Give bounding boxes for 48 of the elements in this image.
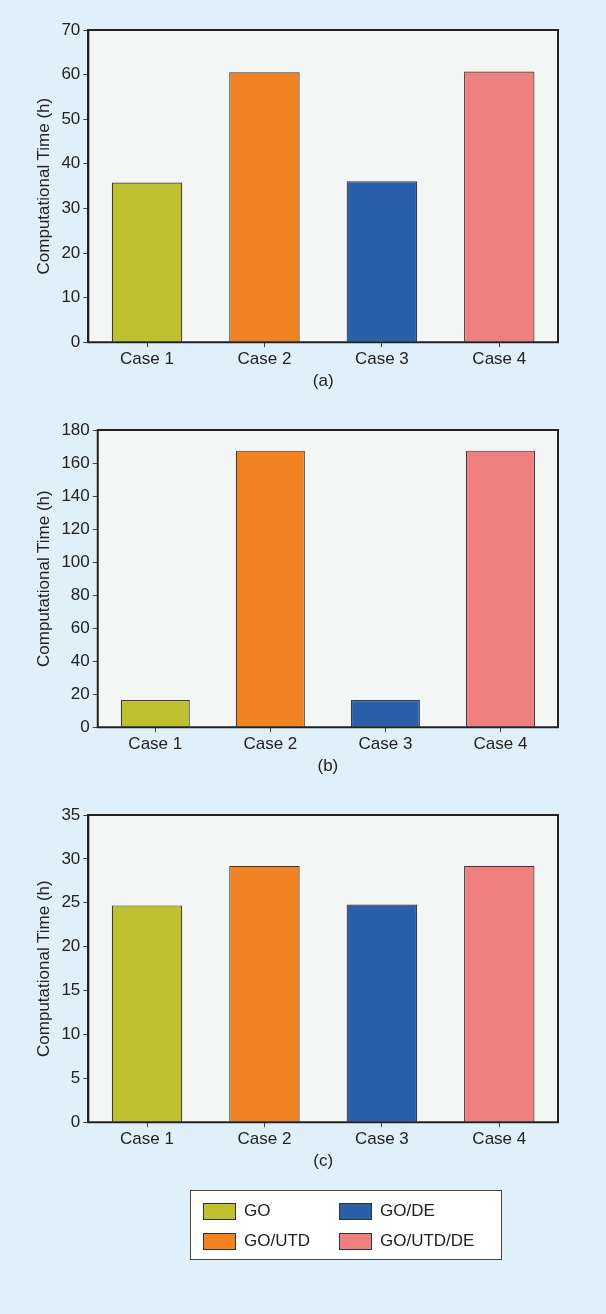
y-tick-label: 120 xyxy=(61,518,90,538)
x-tick-label: Case 3 xyxy=(354,349,409,369)
y-tick-label: 15 xyxy=(61,980,81,1000)
y-tick-label: 50 xyxy=(61,108,81,128)
y-tick-label: 5 xyxy=(70,1068,81,1087)
y-tick-label: 0 xyxy=(80,716,90,736)
x-tick-label: Case 3 xyxy=(354,1129,409,1149)
y-axis-title: Computational Time (h) xyxy=(33,97,53,275)
x-tick-label: Case 2 xyxy=(243,734,298,754)
legend-label: GO/UTD/DE xyxy=(380,1231,475,1251)
y-axis-title: Computational Time (h) xyxy=(33,490,53,667)
y-tick-label: 40 xyxy=(61,153,81,173)
y-tick-label: 160 xyxy=(61,452,90,472)
x-tick-label: Case 1 xyxy=(128,734,183,754)
y-tick-label: 25 xyxy=(61,892,81,912)
y-tick-label: 35 xyxy=(61,804,81,824)
x-axis-title: (a) xyxy=(312,371,334,391)
y-tick-label: 30 xyxy=(61,848,81,868)
y-tick-label: 70 xyxy=(61,19,81,39)
y-tick-label: 40 xyxy=(70,650,90,670)
y-tick-label: 140 xyxy=(61,485,90,505)
x-axis-title: (b) xyxy=(317,756,339,776)
x-tick-label: Case 4 xyxy=(472,1129,527,1149)
y-tick-label: 80 xyxy=(70,584,90,604)
y-tick-label: 10 xyxy=(61,287,81,307)
legend-label: GO/UTD xyxy=(244,1231,311,1251)
x-tick-label: Case 3 xyxy=(358,734,413,754)
y-tick-label: 30 xyxy=(61,198,81,218)
x-tick-label: Case 4 xyxy=(472,349,527,369)
y-tick-label: 20 xyxy=(70,683,90,703)
y-tick-label: 10 xyxy=(61,1024,81,1044)
x-tick-label: Case 4 xyxy=(473,734,528,754)
x-axis-title: (c) xyxy=(313,1151,334,1171)
x-tick-label: Case 2 xyxy=(237,1129,292,1149)
legend-label: GO/DE xyxy=(380,1201,435,1221)
y-tick-label: 60 xyxy=(61,64,81,84)
legend-label: GO xyxy=(244,1201,271,1221)
y-tick-label: 0 xyxy=(70,1111,81,1131)
y-tick-label: 60 xyxy=(70,617,90,637)
y-tick-label: 20 xyxy=(61,936,81,956)
y-tick-label: 180 xyxy=(61,419,90,439)
x-tick-label: Case 1 xyxy=(120,349,174,369)
x-tick-label: Case 1 xyxy=(120,1129,174,1149)
y-tick-label: 20 xyxy=(61,242,81,262)
x-tick-label: Case 2 xyxy=(237,349,292,369)
y-tick-label: 0 xyxy=(70,331,81,351)
y-tick-label: 100 xyxy=(61,551,90,571)
y-axis-title: Computational Time (h) xyxy=(33,880,53,1057)
